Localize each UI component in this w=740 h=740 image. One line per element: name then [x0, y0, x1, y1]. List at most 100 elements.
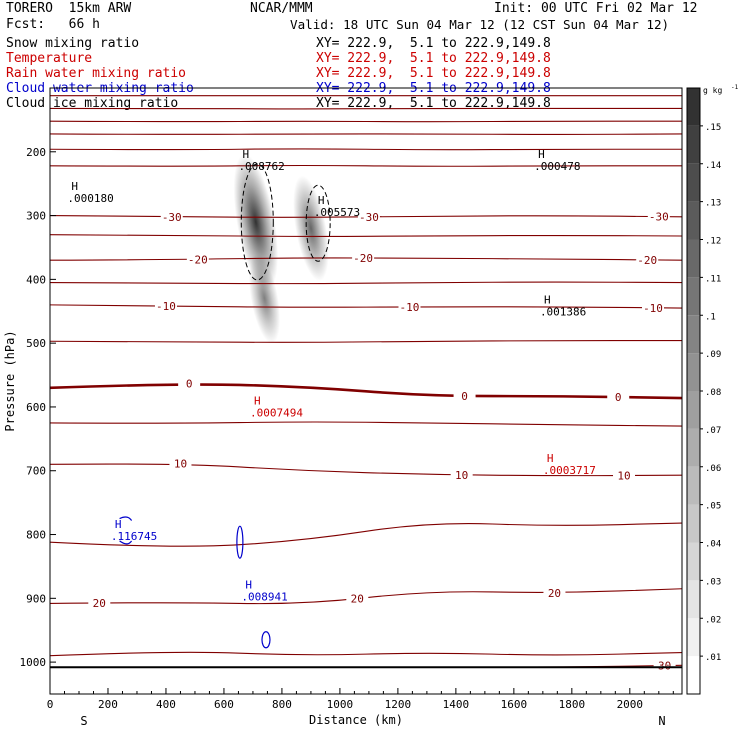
- colorbar-label: .08: [705, 388, 721, 398]
- colorbar-swatch: [687, 428, 700, 467]
- colorbar-swatch: [687, 277, 700, 316]
- maximum-value: .000180: [67, 192, 113, 205]
- colorbar-swatch: [687, 618, 700, 657]
- x-tick-label: 400: [156, 698, 176, 711]
- isotherm-label: -10: [156, 300, 176, 313]
- snow-contour: [240, 163, 274, 281]
- maximum-marker: H: [254, 394, 261, 407]
- isotherm-label-bg: [636, 253, 659, 266]
- isotherm-25: [49, 651, 683, 657]
- isotherm--40: [49, 148, 682, 151]
- isotherm-0: [49, 383, 683, 400]
- isotherm-label-bg: [88, 596, 111, 609]
- x-tick-label: 1600: [501, 698, 528, 711]
- isotherm-label: 0: [186, 378, 193, 391]
- south-label: S: [80, 714, 87, 728]
- isotherm-label: -20: [353, 252, 373, 265]
- isotherm-label: 20: [548, 587, 561, 600]
- y-tick-label: 1000: [20, 656, 47, 669]
- x-tick-label: 1400: [443, 698, 470, 711]
- isotherm-label: 10: [617, 469, 630, 482]
- isotherm-label-bg: [653, 659, 676, 672]
- isotherm-label-bg: [450, 468, 473, 481]
- isotherm-label: -30: [359, 211, 379, 224]
- field-xy-snow: XY= 222.9, 5.1 to 222.9,149.8: [316, 36, 551, 51]
- colorbar-label: .07: [705, 426, 721, 436]
- colorbar-swatch: [687, 391, 700, 429]
- isotherm--5: [49, 340, 682, 343]
- north-label: N: [658, 714, 665, 728]
- forecast-hour: Fcst: 66 h: [6, 17, 100, 32]
- colorbar-label: .12: [705, 237, 721, 247]
- maximum-marker: H: [544, 294, 551, 307]
- maximum-marker: H: [538, 148, 545, 161]
- maximum-marker: H: [245, 579, 252, 592]
- maximum-value: .000478: [534, 160, 580, 173]
- valid-time: Valid: 18 UTC Sun 04 Mar 12 (12 CST Sun …: [290, 17, 670, 32]
- isotherm-label: -10: [400, 301, 420, 314]
- colorbar-swatch: [687, 466, 700, 505]
- maximum-value: .008941: [241, 591, 287, 604]
- isotherm-label: 30: [658, 660, 671, 673]
- isotherm--10: [49, 304, 683, 309]
- colorbar-swatch: [687, 353, 700, 391]
- field-name-cloud-ice: Cloud ice mixing ratio: [6, 96, 179, 111]
- y-tick-label: 700: [26, 465, 46, 478]
- isotherm--35: [49, 164, 682, 167]
- init-time: Init: 00 UTC Fri 02 Mar 12: [494, 1, 698, 16]
- x-tick-label: 200: [98, 698, 118, 711]
- colorbar-swatch: [687, 542, 700, 581]
- maximum-marker: H: [547, 452, 554, 465]
- maximum-marker: H: [71, 180, 78, 193]
- colorbar-label: .03: [705, 577, 721, 587]
- center-title: NCAR/MMM: [250, 1, 313, 16]
- y-tick-label: 800: [26, 529, 46, 542]
- field-xy-cloud-ice: XY= 222.9, 5.1 to 222.9,149.8: [316, 96, 551, 111]
- y-tick-label: 300: [26, 210, 46, 223]
- maximum-marker: H: [318, 194, 325, 207]
- colorbar-label: .01: [705, 653, 721, 663]
- isotherm-label: 0: [615, 391, 622, 404]
- colorbar-unit: g kg: [703, 86, 722, 95]
- x-tick-label: 600: [214, 698, 234, 711]
- colorbar-swatch: [687, 125, 700, 164]
- isotherm-label: 10: [174, 457, 187, 470]
- y-axis-label: Pressure (hPa): [3, 330, 17, 431]
- isotherm-label-bg: [453, 390, 476, 403]
- maximum-marker: H: [242, 148, 249, 161]
- isotherm-label-bg: [160, 210, 183, 223]
- maximum-value: .001386: [540, 306, 586, 319]
- isotherm-label-bg: [178, 377, 201, 390]
- maximum-marker: H: [115, 518, 122, 531]
- cloud-water-contour: [236, 525, 244, 559]
- isotherm-label-bg: [613, 469, 636, 482]
- isotherm-label: -30: [649, 211, 669, 224]
- isotherm-label-bg: [647, 210, 670, 223]
- isotherm-15: [49, 522, 683, 547]
- field-name-snow: Snow mixing ratio: [6, 36, 140, 51]
- colorbar-label: .11: [705, 274, 721, 284]
- maximum-value: .005573: [314, 206, 360, 219]
- isotherm-label-bg: [357, 210, 380, 223]
- colorbar-label: .04: [705, 540, 721, 550]
- isotherm-label: 20: [93, 597, 106, 610]
- field-xy-temperature: XY= 222.9, 5.1 to 222.9,149.8: [316, 51, 551, 66]
- model-title: TORERO 15km ARW: [6, 1, 132, 16]
- x-tick-label: 1800: [559, 698, 586, 711]
- field-xy-rain: XY= 222.9, 5.1 to 222.9,149.8: [316, 66, 551, 81]
- y-tick-label: 200: [26, 146, 46, 159]
- maximum-value: .0007494: [250, 406, 303, 419]
- isotherm-label: -10: [643, 302, 663, 315]
- isotherm-label-bg: [352, 251, 375, 264]
- snow-shading-1: [248, 253, 281, 344]
- colorbar-label: .05: [705, 502, 721, 512]
- cloud-water-contour: [119, 516, 133, 545]
- isotherm-label-bg: [186, 253, 209, 266]
- x-tick-label: 1000: [327, 698, 354, 711]
- isotherm-label: 10: [455, 469, 468, 482]
- isotherm--25: [49, 234, 683, 237]
- maximum-value: .116745: [111, 530, 157, 543]
- colorbar-label: .15: [705, 123, 721, 133]
- y-tick-label: 500: [26, 337, 46, 350]
